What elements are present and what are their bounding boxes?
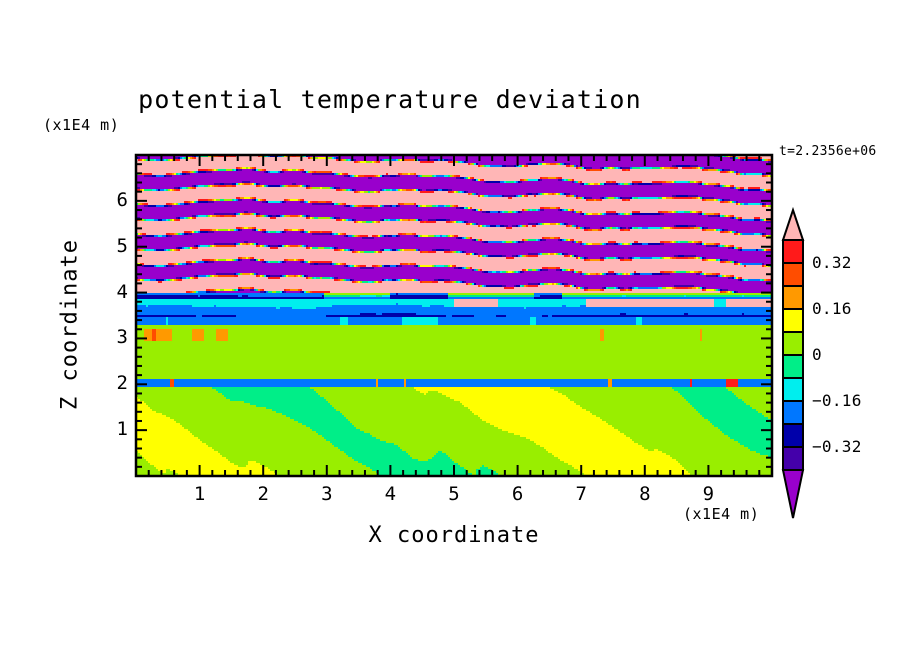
y-tick-label: 2 [116,372,128,395]
colorbar-tick-label: −0.16 [812,391,862,410]
colorbar [781,206,805,519]
colorbar-tick-label: 0.16 [812,299,852,318]
x-tick-label: 6 [511,483,524,505]
x-tick-label: 8 [639,483,651,505]
timestamp-label: t=2.2356e+06 [779,144,877,159]
y-tick-label: 1 [116,418,128,441]
page-title: potential temperature deviation [138,85,642,114]
x-tick-label: 1 [193,483,206,505]
colorbar-tick-label: −0.32 [812,437,862,456]
axis-ticks [135,154,773,477]
colorbar-tick-label: 0 [812,345,822,364]
y-tick-label: 6 [116,188,128,211]
x-tick-label: 2 [257,483,269,505]
contour-field [136,155,772,477]
x-tick-label: 4 [384,483,397,505]
x-axis-title: X coordinate [368,523,540,548]
y-tick-label: 5 [116,234,128,257]
x-axis-unit-label: (x1E4 m) [683,505,760,523]
y-tick-label: 3 [116,326,128,349]
x-tick-label: 9 [702,483,715,505]
y-tick-label: 4 [116,280,128,303]
x-tick-label: 7 [575,483,587,505]
x-tick-label: 5 [448,483,460,505]
y-axis-unit-label: (x1E4 m) [43,116,120,134]
x-tick-label: 3 [321,483,333,505]
colorbar-tick-label: 0.32 [812,253,852,272]
